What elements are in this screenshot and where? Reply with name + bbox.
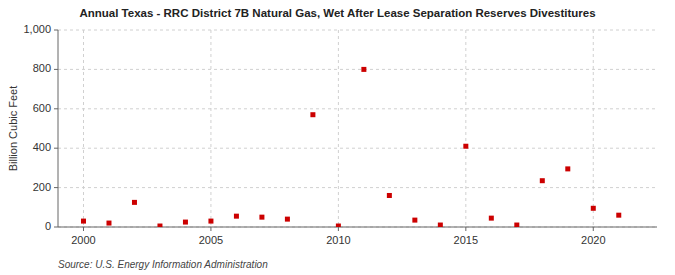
x-grid-line: [593, 30, 594, 227]
y-tick: [54, 108, 58, 109]
point: [183, 220, 188, 225]
x-grid-line: [338, 30, 339, 227]
point: [489, 216, 494, 221]
point: [616, 213, 621, 218]
y-tick: [54, 69, 58, 70]
axes: 0 200 400 600 800 1,000 2000 2005 2010 2015 2020: [23, 23, 657, 246]
x-tick: [338, 227, 339, 231]
x-grid-line: [210, 30, 211, 227]
x-tick-label: 2000: [71, 234, 95, 246]
x-tick: [465, 227, 466, 231]
point: [285, 217, 290, 222]
point: [565, 166, 570, 171]
point: [463, 144, 468, 149]
x-axis-line: [58, 227, 657, 228]
point: [259, 215, 264, 220]
background: [0, 0, 675, 275]
x-tick: [83, 227, 84, 231]
y-tick-label: 0: [45, 220, 51, 232]
point: [157, 224, 162, 227]
x-tick-label: 2015: [454, 234, 478, 246]
point: [310, 112, 315, 117]
y-tick: [54, 30, 58, 31]
x-tick-label: 2010: [326, 234, 350, 246]
y-tick: [54, 227, 58, 228]
x-tick-label: 2020: [581, 234, 605, 246]
y-grid-line: [58, 148, 657, 149]
point: [514, 223, 519, 227]
y-tick-label: 600: [33, 102, 51, 114]
y-grid-line: [58, 30, 657, 31]
point: [387, 193, 392, 198]
y-tick-label: 1,000: [23, 23, 51, 35]
y-tick-label: 200: [33, 181, 51, 193]
y-axis-label: Billion Cubic Feet: [7, 86, 19, 172]
point: [412, 218, 417, 223]
point: [234, 214, 239, 219]
point: [336, 224, 341, 227]
y-grid-line: [58, 108, 657, 109]
y-grid-line: [58, 227, 657, 228]
y-tick-label: 400: [33, 141, 51, 153]
y-grid-line: [58, 187, 657, 188]
title: Annual Texas - RRC District 7B Natural G…: [79, 7, 595, 19]
y-tick: [54, 148, 58, 149]
source-note: Source: U.S. Energy Information Administ…: [58, 259, 268, 270]
y-grid-line: [58, 69, 657, 70]
x-grid-line: [465, 30, 466, 227]
x-grid-line: [83, 30, 84, 227]
y-tick: [54, 187, 58, 188]
y-axis-line: [58, 30, 59, 227]
point: [208, 219, 213, 224]
point: [106, 221, 111, 226]
point: [361, 67, 366, 72]
chart: 0 200 400 600 800 1,000 2000 2005 2010 2015 2020 An…: [0, 0, 675, 275]
points: [81, 67, 621, 227]
point: [81, 219, 86, 224]
point: [438, 223, 443, 227]
point: [132, 200, 137, 205]
point: [540, 178, 545, 183]
x-tick: [210, 227, 211, 231]
grid: [58, 30, 657, 227]
y-tick-label: 800: [33, 62, 51, 74]
x-tick-label: 2005: [199, 234, 223, 246]
x-tick: [593, 227, 594, 231]
point: [591, 206, 596, 211]
